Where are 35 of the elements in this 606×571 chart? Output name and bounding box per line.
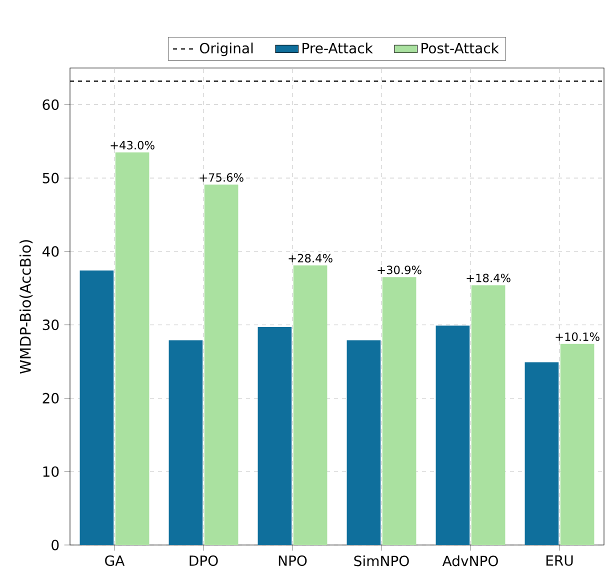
bar [560,344,594,545]
y-tick-label: 30 [42,320,59,330]
y-tick-label: 20 [42,392,59,404]
y-tick-label: 0 [52,540,59,550]
legend-label: Post-Attack [422,42,499,54]
annotation: +30.9% [378,266,422,274]
annotation: +10.1% [556,332,600,341]
bar [204,184,238,545]
y-tick-label: 10 [43,466,59,477]
bar [524,362,559,545]
y-axis-title: WMDP-Bio(AccBio) [20,240,33,374]
annotation: +28.4% [288,254,332,262]
y-tick-label: 50 [42,172,59,184]
legend-label: Pre-Attack [302,42,373,54]
bar [115,152,150,545]
bar [346,340,381,545]
y-tick-label: 60 [42,99,59,110]
x-tick-label: DPO [190,555,218,566]
x-tick-label: GA [105,555,125,566]
annotation: +18.4% [466,274,510,282]
bar [436,326,470,545]
bar [80,270,114,545]
annotation: +75.6% [200,173,244,182]
x-tick-label: ERU [546,555,573,566]
bar [168,340,203,545]
x-tick-label: AdvNPO [442,555,498,566]
bar [258,327,292,545]
bar [382,277,416,545]
y-tick-label: 40 [42,246,59,257]
x-tick-label: NPO [278,555,307,566]
legend-label: Original [200,42,253,56]
bar [293,265,328,545]
x-tick-label: SimNPO [354,555,409,566]
bar [471,285,506,545]
annotation: +43.0% [110,140,154,150]
